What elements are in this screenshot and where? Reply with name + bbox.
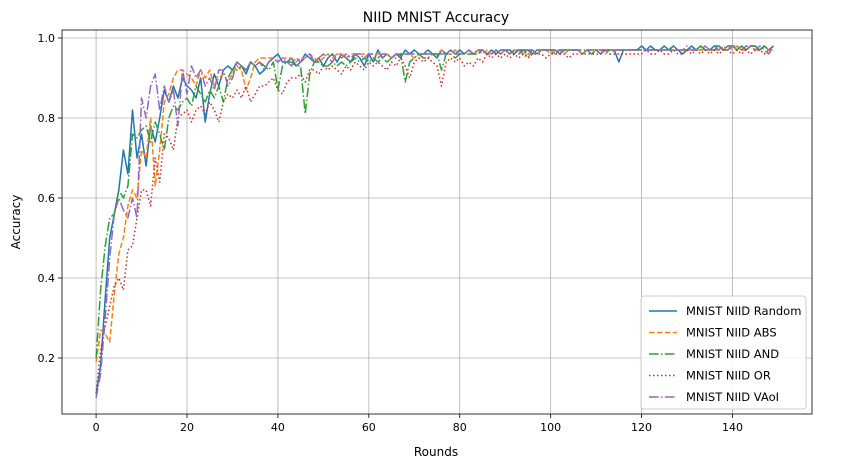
legend-box — [640, 295, 807, 410]
legend-label-1: MNIST NIID Random — [686, 304, 801, 318]
legend: MNIST NIID Random MNIST NIID ABS MNIST NII… — [640, 295, 807, 410]
x-axis-label: Rounds — [414, 445, 458, 459]
y-tick-label: 1.0 — [38, 32, 56, 45]
legend-label-4: MNIST NIID OR — [686, 369, 771, 383]
x-axis-ticks: 0 20 40 60 80 100 120 140 — [93, 414, 743, 434]
x-tick-label: 20 — [180, 421, 194, 434]
y-axis-label: Accuracy — [9, 195, 23, 250]
x-tick-label: 80 — [453, 421, 467, 434]
grid — [62, 30, 812, 414]
y-axis-ticks: 0.2 0.4 0.6 0.8 1.0 — [38, 32, 62, 365]
x-tick-label: 0 — [93, 421, 100, 434]
series-line-5 — [95, 45, 775, 399]
y-tick-label: 0.8 — [38, 112, 56, 125]
series-lines — [95, 45, 775, 399]
y-tick-label: 0.2 — [38, 352, 56, 365]
legend-label-3: MNIST NIID AND — [686, 347, 779, 361]
legend-label-2: MNIST NIID ABS — [686, 326, 777, 340]
x-tick-label: 60 — [362, 421, 376, 434]
x-tick-label: 140 — [722, 421, 743, 434]
y-tick-label: 0.4 — [38, 272, 56, 285]
chart-title: NIID MNIST Accuracy — [363, 10, 509, 26]
legend-label-5: MNIST NIID VAoI — [686, 390, 779, 404]
x-tick-label: 120 — [631, 421, 652, 434]
y-tick-label: 0.6 — [38, 192, 56, 205]
plot-frame — [61, 29, 813, 415]
x-tick-label: 100 — [540, 421, 561, 434]
x-tick-label: 40 — [271, 421, 285, 434]
